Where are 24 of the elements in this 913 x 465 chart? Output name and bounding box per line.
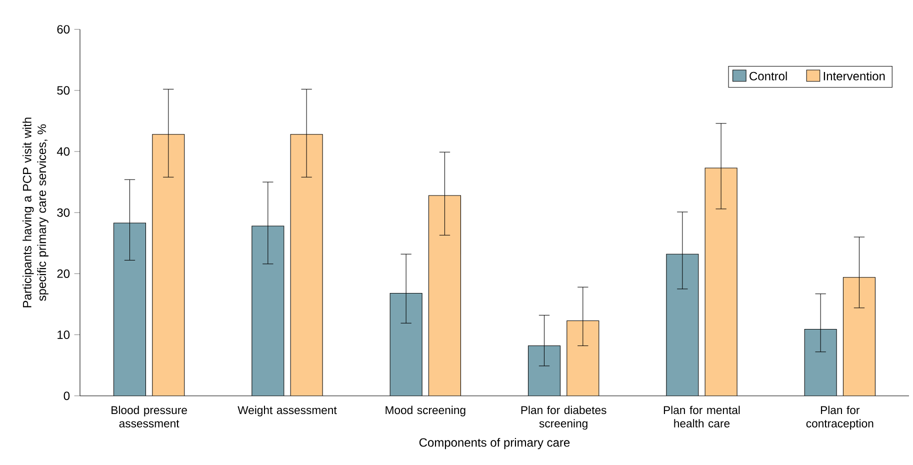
y-tick-label: 30 (57, 208, 70, 217)
legend-label: Intervention (824, 71, 885, 80)
y-tick-label: 0 (64, 392, 70, 400)
y-tick-label: 20 (57, 269, 70, 278)
x-tick-label: Mood screening (386, 406, 466, 416)
x-axis-title: Components of primary care (419, 438, 570, 450)
y-tick-label: 40 (56, 147, 70, 156)
y-tick-label: 10 (58, 330, 70, 339)
x-tick-label: Blood pressure assessment (112, 406, 187, 428)
x-tick-label: Weight assessment (238, 406, 337, 416)
legend-label: Control (750, 71, 787, 80)
bar (114, 222, 146, 396)
bar (528, 346, 560, 396)
bar (252, 226, 284, 396)
x-tick-label: Plan for mental health care (664, 406, 740, 428)
y-tick-label: 60 (57, 24, 70, 34)
bar (666, 254, 698, 396)
x-tick-label: Plan for contraception (806, 406, 874, 430)
x-tick-label: Plan for diabetes screening (521, 406, 606, 430)
bar (566, 320, 600, 396)
bar (390, 293, 422, 396)
y-axis-title: Participants having a PCP visit with specific primary care services, % (22, 118, 48, 308)
y-tick-label: 50 (57, 86, 70, 95)
bar (804, 328, 837, 396)
